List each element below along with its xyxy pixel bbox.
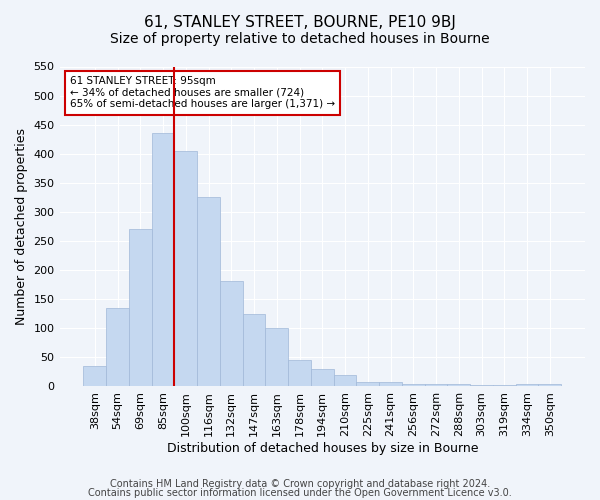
Bar xyxy=(493,384,515,386)
Bar xyxy=(425,384,448,386)
Bar xyxy=(288,360,311,386)
Bar xyxy=(470,384,493,386)
X-axis label: Distribution of detached houses by size in Bourne: Distribution of detached houses by size … xyxy=(167,442,478,455)
Bar xyxy=(448,384,470,386)
Bar xyxy=(242,314,265,386)
Bar xyxy=(175,151,197,386)
Bar xyxy=(197,198,220,386)
Bar xyxy=(152,134,175,386)
Text: 61 STANLEY STREET: 95sqm
← 34% of detached houses are smaller (724)
65% of semi-: 61 STANLEY STREET: 95sqm ← 34% of detach… xyxy=(70,76,335,110)
Bar xyxy=(311,369,334,386)
Text: Contains HM Land Registry data © Crown copyright and database right 2024.: Contains HM Land Registry data © Crown c… xyxy=(110,479,490,489)
Bar xyxy=(83,366,106,386)
Text: Contains public sector information licensed under the Open Government Licence v3: Contains public sector information licen… xyxy=(88,488,512,498)
Bar xyxy=(515,384,538,386)
Text: 61, STANLEY STREET, BOURNE, PE10 9BJ: 61, STANLEY STREET, BOURNE, PE10 9BJ xyxy=(144,15,456,30)
Bar xyxy=(129,230,152,386)
Bar xyxy=(106,308,129,386)
Y-axis label: Number of detached properties: Number of detached properties xyxy=(15,128,28,325)
Bar xyxy=(379,382,402,386)
Bar xyxy=(402,384,425,386)
Bar xyxy=(220,280,242,386)
Bar xyxy=(356,382,379,386)
Bar xyxy=(265,328,288,386)
Text: Size of property relative to detached houses in Bourne: Size of property relative to detached ho… xyxy=(110,32,490,46)
Bar xyxy=(334,375,356,386)
Bar xyxy=(538,384,561,386)
